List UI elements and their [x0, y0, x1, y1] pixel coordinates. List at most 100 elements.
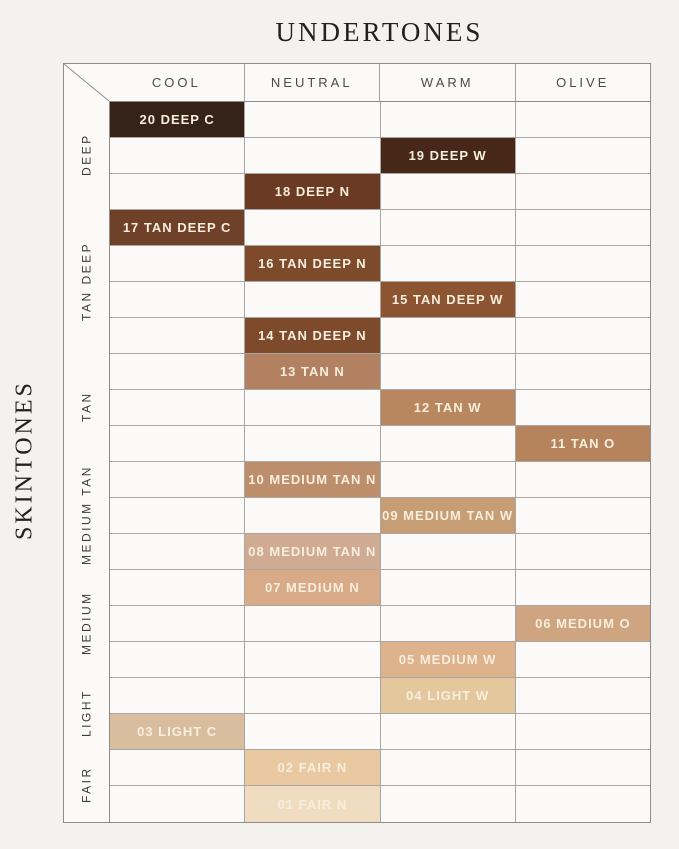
- header-row: COOL NEUTRAL WARM OLIVE: [64, 64, 650, 101]
- shade-swatch-16-tan-deep-n: 16 TAN DEEP N: [244, 246, 380, 281]
- shade-swatch-label: 12 TAN W: [413, 400, 482, 415]
- shade-swatch-label: 13 TAN N: [279, 364, 345, 379]
- shade-row: 15 TAN DEEP W: [110, 282, 650, 318]
- shade-swatch-label: 14 TAN DEEP N: [258, 328, 367, 343]
- empty-cell: [244, 498, 379, 533]
- empty-cell: [514, 498, 650, 533]
- empty-cell: [244, 138, 379, 173]
- empty-cell: [244, 282, 379, 317]
- chart-body: DEEP TAN DEEP TAN MEDIUM TAN MEDIUM LIGHT FAIR…: [64, 101, 650, 822]
- shade-swatch-label: 15 TAN DEEP W: [391, 292, 504, 307]
- shade-swatch-14-tan-deep-n: 14 TAN DEEP N: [244, 318, 380, 353]
- shade-row: 06 MEDIUM O: [110, 606, 650, 642]
- shade-swatch-label: 09 MEDIUM TAN W: [382, 508, 514, 523]
- diagonal-divider-line: [64, 64, 109, 101]
- empty-cell: [244, 426, 379, 461]
- shade-grid: 20 DEEP C 19 DEEP W 18 DEEP N 17 TAN DEEP C…: [109, 101, 650, 822]
- shade-swatch-15-tan-deep-w: 15 TAN DEEP W: [379, 282, 515, 317]
- empty-cell: [379, 210, 515, 245]
- shade-swatch-label: 06 MEDIUM O: [535, 616, 631, 631]
- shade-swatch-19-deep-w: 19 DEEP W: [379, 138, 515, 173]
- shade-swatch-09-medium-tan-w: 09 MEDIUM TAN W: [379, 498, 515, 533]
- shade-swatch-label: 03 LIGHT C: [137, 724, 218, 739]
- empty-cell: [514, 390, 650, 425]
- empty-cell: [110, 426, 244, 461]
- empty-cell: [379, 786, 515, 822]
- shade-swatch-08-medium-tan-n: 08 MEDIUM TAN N: [244, 534, 380, 569]
- chart-title: UNDERTONES: [275, 17, 484, 47]
- empty-cell: [244, 102, 379, 137]
- empty-cell: [379, 462, 515, 497]
- empty-cell: [110, 390, 244, 425]
- shade-row: 03 LIGHT C: [110, 714, 650, 750]
- shade-matrix: COOL NEUTRAL WARM OLIVE DEEP TAN DEEP TAN MEDI…: [63, 63, 651, 823]
- chart-side-title: SKINTONES: [11, 380, 38, 540]
- shade-swatch-01-fair-n: 01 FAIR N: [244, 786, 380, 822]
- empty-cell: [514, 534, 650, 569]
- empty-cell: [110, 354, 244, 389]
- corner-cell: [64, 64, 109, 101]
- shade-row: 08 MEDIUM TAN N: [110, 534, 650, 570]
- shade-row: 11 TAN O: [110, 426, 650, 462]
- shade-swatch-12-tan-w: 12 TAN W: [379, 390, 515, 425]
- shade-row: 18 DEEP N: [110, 174, 650, 210]
- empty-cell: [514, 714, 650, 749]
- shade-swatch-04-light-w: 04 LIGHT W: [379, 678, 515, 713]
- empty-cell: [379, 318, 515, 353]
- empty-cell: [379, 102, 515, 137]
- shade-swatch-10-medium-tan-n: 10 MEDIUM TAN N: [244, 462, 380, 497]
- shade-row: 04 LIGHT W: [110, 678, 650, 714]
- shade-swatch-13-tan-n: 13 TAN N: [244, 354, 380, 389]
- shade-swatch-02-fair-n: 02 FAIR N: [244, 750, 380, 785]
- empty-cell: [110, 246, 244, 281]
- empty-cell: [244, 678, 379, 713]
- shade-row: 14 TAN DEEP N: [110, 318, 650, 354]
- empty-cell: [110, 786, 244, 822]
- shade-row: 13 TAN N: [110, 354, 650, 390]
- shade-swatch-label: 07 MEDIUM N: [264, 580, 360, 595]
- shade-swatch-18-deep-n: 18 DEEP N: [244, 174, 380, 209]
- column-header-olive: OLIVE: [514, 64, 651, 101]
- shade-swatch-label: 18 DEEP N: [274, 184, 350, 199]
- empty-cell: [514, 354, 650, 389]
- empty-cell: [514, 462, 650, 497]
- shade-swatch-label: 08 MEDIUM TAN N: [248, 544, 377, 559]
- empty-cell: [379, 246, 515, 281]
- empty-cell: [110, 678, 244, 713]
- shade-swatch-07-medium-n: 07 MEDIUM N: [244, 570, 380, 605]
- empty-cell: [244, 714, 379, 749]
- shade-swatch-label: 16 TAN DEEP N: [258, 256, 367, 271]
- empty-cell: [110, 534, 244, 569]
- shade-swatch-05-medium-w: 05 MEDIUM W: [379, 642, 515, 677]
- row-group-label-medium: MEDIUM: [79, 591, 94, 655]
- empty-cell: [110, 570, 244, 605]
- empty-cell: [110, 642, 244, 677]
- empty-cell: [379, 426, 515, 461]
- empty-cell: [379, 714, 515, 749]
- row-group-label-tan: TAN: [79, 391, 94, 423]
- empty-cell: [110, 750, 244, 785]
- column-header-cool: COOL: [151, 75, 201, 90]
- shade-swatch-label: 02 FAIR N: [277, 760, 348, 775]
- empty-cell: [514, 102, 650, 137]
- empty-cell: [379, 606, 515, 641]
- empty-cell: [514, 210, 650, 245]
- empty-cell: [379, 354, 515, 389]
- row-group-label-light: LIGHT: [79, 689, 94, 737]
- shade-row: 01 FAIR N: [110, 786, 650, 822]
- empty-cell: [514, 318, 650, 353]
- empty-cell: [379, 534, 515, 569]
- empty-cell: [244, 606, 379, 641]
- shade-swatch-06-medium-o: 06 MEDIUM O: [514, 606, 650, 641]
- empty-cell: [110, 498, 244, 533]
- shade-swatch-label: 10 MEDIUM TAN N: [248, 472, 377, 487]
- shade-swatch-label: 20 DEEP C: [139, 112, 215, 127]
- row-group-label-deep: DEEP: [79, 133, 94, 177]
- shade-swatch-label: 04 LIGHT W: [406, 688, 490, 703]
- shade-swatch-label: 01 FAIR N: [277, 796, 348, 812]
- shade-swatch-label: 05 MEDIUM W: [398, 652, 497, 667]
- empty-cell: [379, 174, 515, 209]
- empty-cell: [110, 462, 244, 497]
- shade-row: 05 MEDIUM W: [110, 642, 650, 678]
- empty-cell: [110, 318, 244, 353]
